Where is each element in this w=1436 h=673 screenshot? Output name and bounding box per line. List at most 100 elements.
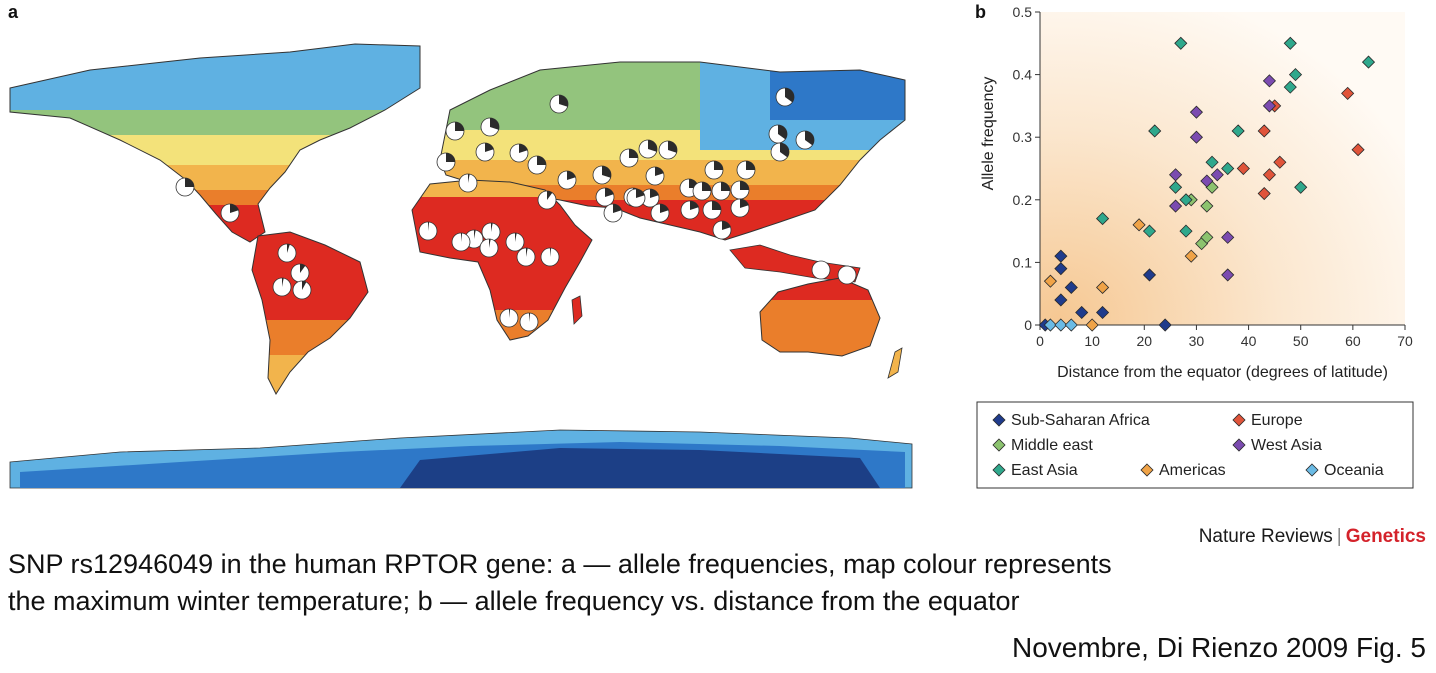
allele-frequency-pies: [175, 87, 857, 332]
allele-pie-wedge: [455, 122, 464, 131]
allele-pie-wedge: [474, 230, 476, 239]
point-east-asia: [1179, 193, 1193, 207]
point-europe: [1273, 155, 1287, 169]
allele-pie-wedge: [668, 141, 678, 153]
north-america-outline: [9, 43, 421, 243]
legend-marker: [1140, 463, 1154, 477]
legend-label: Oceania: [1324, 462, 1384, 479]
axes: 0 10 20 30 40 50 60 70 0 0.1 0.2 0.3 0.4 0.5: [1013, 4, 1413, 349]
point-west-asia: [1189, 105, 1203, 119]
antarctica-very-cold: [400, 448, 880, 488]
allele-pie-wedge: [537, 156, 546, 165]
legend-marker: [1232, 413, 1246, 427]
allele-pie-wedge: [515, 233, 517, 242]
south-america: [252, 232, 368, 394]
credit-separator: |: [1336, 526, 1342, 547]
x-tick-label: 10: [1084, 333, 1100, 349]
allele-pie-wedge: [712, 201, 721, 210]
allele-pie-wedge: [746, 161, 755, 170]
point-west-asia: [1262, 99, 1276, 113]
data-points: [1038, 36, 1376, 332]
allele-pie-wedge: [650, 189, 659, 198]
new-zealand: [887, 347, 903, 379]
point-europe: [1341, 86, 1355, 100]
allele-pie: [811, 260, 831, 280]
allele-pie-wedge: [721, 182, 730, 191]
journal-name: Nature Reviews: [1198, 526, 1333, 547]
point-west-asia: [1262, 74, 1276, 88]
legend: Sub-Saharan Africa Europe Middle east West …: [976, 401, 1414, 489]
allele-pie-wedge: [550, 248, 552, 257]
y-tick-label: 0.1: [1013, 254, 1033, 270]
figure-caption: SNP rs12946049 in the human RPTOR gene: …: [8, 546, 1368, 620]
allele-pie-wedge: [302, 281, 307, 290]
allele-pie-wedge: [446, 153, 455, 162]
point-sub-saharan-africa: [1158, 318, 1172, 332]
legend-label: West Asia: [1251, 437, 1322, 454]
madagascar: [571, 295, 583, 325]
y-tick-label: 0.3: [1013, 129, 1033, 145]
allele-pie-wedge: [567, 171, 576, 180]
allele-pie-wedge: [660, 204, 669, 213]
journal-field: Genetics: [1345, 526, 1426, 547]
legend-marker: [1305, 463, 1319, 477]
point-middle-east: [1200, 199, 1214, 213]
legend-label: Europe: [1251, 412, 1303, 429]
legend-box: [976, 401, 1414, 489]
point-east-asia: [1205, 155, 1219, 169]
allele-pie-wedge: [785, 88, 794, 103]
point-americas: [1184, 249, 1198, 263]
point-sub-saharan-africa: [1096, 305, 1110, 320]
allele-pie-wedge: [780, 143, 790, 158]
point-west-asia: [1221, 268, 1235, 282]
allele-pie-wedge: [185, 178, 194, 187]
allele-pie-wedge: [722, 221, 731, 230]
allele-pie-wedge: [461, 233, 463, 242]
panel-a-label: a: [8, 2, 19, 22]
point-west-asia: [1169, 199, 1183, 213]
point-west-asia: [1200, 174, 1214, 188]
allele-pie-wedge: [468, 174, 470, 183]
point-east-asia: [1231, 124, 1245, 138]
legend-label: Americas: [1159, 462, 1226, 479]
allele-pie-wedge: [428, 222, 430, 231]
allele-pie-wedge: [636, 189, 645, 198]
allele-pie-wedge: [702, 182, 711, 191]
x-tick-label: 50: [1293, 333, 1309, 349]
caption-line-1: SNP rs12946049 in the human RPTOR gene: …: [8, 549, 1112, 579]
allele-pie-wedge: [602, 166, 611, 178]
y-tick-label: 0.4: [1013, 67, 1033, 83]
point-sub-saharan-africa: [1075, 305, 1089, 320]
allele-pie-wedge: [690, 201, 699, 210]
point-europe: [1262, 168, 1276, 182]
point-west-asia: [1210, 168, 1224, 182]
legend-marker: [992, 438, 1006, 452]
panel-b-label: b: [975, 2, 986, 22]
scatter-chart: 0 10 20 30 40 50 60 70 0 0.1 0.2 0.3 0.4 0.5 Distance…: [976, 4, 1414, 489]
point-east-asia: [1288, 68, 1303, 82]
y-tick-label: 0.5: [1013, 4, 1033, 20]
point-east-asia: [1179, 224, 1193, 238]
legend-marker: [1232, 438, 1246, 452]
point-sub-saharan-africa: [1064, 280, 1078, 295]
x-tick-label: 0: [1036, 333, 1044, 349]
point-west-asia: [1221, 230, 1235, 244]
point-oceania: [1054, 318, 1068, 332]
point-east-asia: [1283, 36, 1297, 50]
allele-pie-wedge: [648, 140, 657, 152]
point-sub-saharan-africa: [1054, 262, 1068, 276]
allele-pie-wedge: [559, 95, 568, 107]
allele-pie-wedge: [805, 131, 814, 146]
legend-label: East Asia: [1011, 462, 1078, 479]
point-americas: [1085, 318, 1099, 332]
point-east-asia: [1294, 180, 1308, 194]
allele-pie-wedge: [629, 149, 638, 158]
journal-credit: Nature Reviews | Genetics: [1199, 526, 1426, 548]
north-america: [10, 44, 420, 242]
point-europe: [1257, 186, 1271, 201]
scatter-panel: 0 10 20 30 40 50 60 70 0 0.1 0.2 0.3 0.4 0.5 Distance…: [965, 0, 1436, 500]
point-oceania: [1043, 318, 1057, 332]
allele-pie-wedge: [778, 125, 787, 140]
point-sub-saharan-africa: [1142, 268, 1157, 282]
australia-outline: [759, 277, 881, 357]
